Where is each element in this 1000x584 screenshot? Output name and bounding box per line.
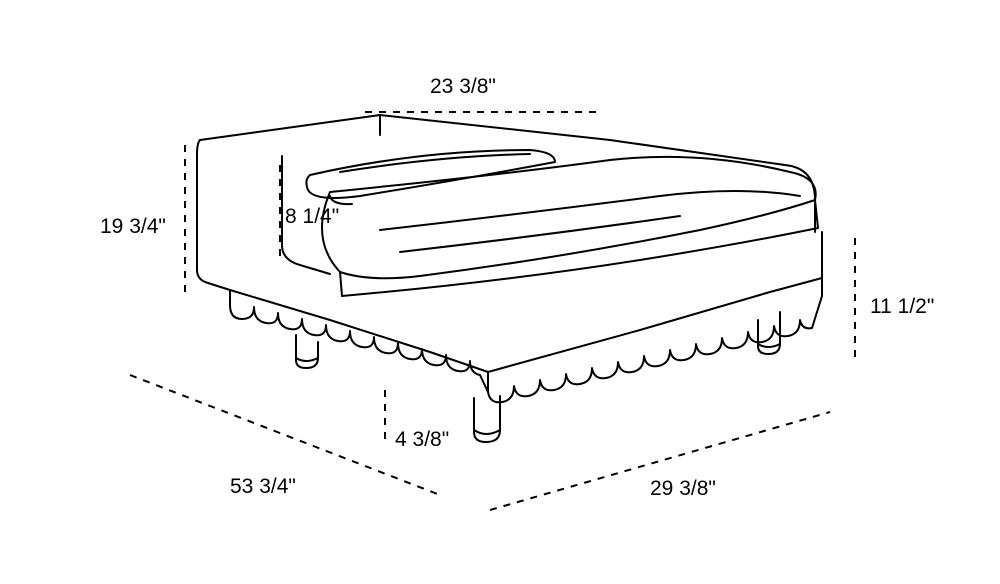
dim-top-width: 23 3/8" <box>430 75 496 99</box>
dimension-diagram: 23 3/8" 19 3/4" 8 1/4" 4 3/8" 11 1/2" 53… <box>0 0 1000 584</box>
dim-leg-height: 4 3/8" <box>395 428 449 452</box>
dim-right-height: 11 1/2" <box>870 295 934 319</box>
dim-depth-left: 53 3/4" <box>230 475 296 499</box>
dim-inner-height: 8 1/4" <box>285 205 339 229</box>
dimension-lines <box>0 0 1000 584</box>
dim-left-height: 19 3/4" <box>100 215 166 239</box>
dim-depth-right: 29 3/8" <box>650 477 716 501</box>
